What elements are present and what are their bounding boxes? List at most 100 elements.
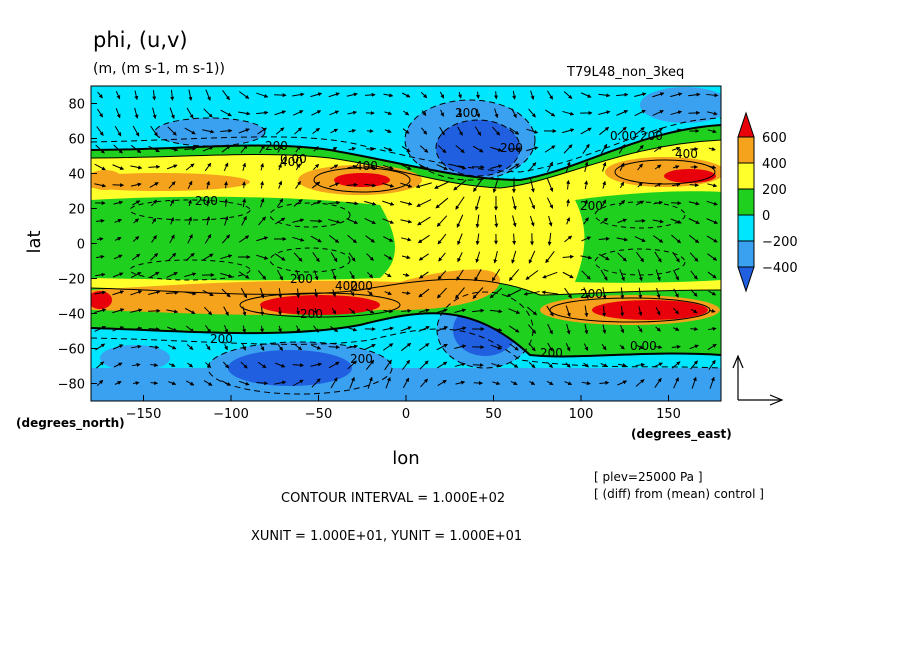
contour-label: 400 (280, 155, 303, 169)
diff-note: [ (diff) from (mean) control ] (594, 487, 764, 501)
reference-vector (732, 354, 784, 406)
wind-vector (654, 251, 662, 263)
wind-vector (112, 326, 125, 332)
wind-vector (240, 144, 248, 154)
wind-vector (707, 343, 717, 351)
wind-vector (313, 325, 319, 333)
chart-units: (m, (m s-1, m s-1)) (93, 61, 225, 77)
wind-vector (366, 271, 374, 279)
wind-vector (274, 110, 287, 116)
wind-vector (221, 145, 231, 153)
wind-vector (296, 325, 300, 333)
wind-vector (256, 381, 269, 386)
wind-vector (637, 182, 643, 188)
wind-vector (242, 325, 247, 334)
y-unit-label: (degrees_north) (16, 416, 125, 431)
wind-vector (545, 251, 555, 264)
wind-vector (348, 252, 356, 262)
wind-vector (296, 307, 300, 316)
south-low-1-core (228, 350, 352, 386)
wind-vector (617, 218, 628, 224)
wind-vector (671, 182, 681, 187)
wind-vector (256, 92, 269, 98)
wind-vector (416, 199, 432, 207)
wind-vector (547, 232, 552, 246)
wind-vector (708, 308, 716, 313)
wind-vector (584, 199, 588, 207)
wind-vector (542, 271, 558, 279)
wind-vector (202, 129, 215, 134)
wind-vector (167, 326, 178, 332)
contour-label: 200 (210, 332, 233, 346)
wind-vector (602, 287, 607, 300)
wind-vector (132, 236, 140, 242)
wind-vector (709, 376, 715, 389)
wind-vector (294, 343, 303, 351)
y-tick-label: 80 (68, 98, 85, 113)
wind-vector (546, 161, 554, 173)
colorbar-lightblue (737, 240, 755, 268)
wind-vector (277, 343, 284, 351)
wind-vector (205, 325, 211, 334)
wind-vector (511, 108, 517, 119)
wind-vector (274, 380, 287, 385)
wind-vector (364, 92, 376, 97)
wind-vector (636, 344, 644, 350)
wind-vector (94, 183, 107, 188)
wind-vector (528, 250, 536, 264)
wind-vector (489, 287, 503, 299)
wind-vector (655, 269, 661, 282)
wind-vector (490, 146, 503, 152)
wind-vector (652, 235, 664, 243)
wind-vector (511, 196, 517, 211)
colorbar-top-arrow (737, 111, 755, 138)
wind-vector (455, 196, 465, 210)
wind-vector (490, 344, 502, 350)
wind-vector (347, 164, 358, 169)
wind-vector (547, 342, 553, 352)
wind-vector (653, 362, 663, 368)
wind-vector (134, 90, 139, 101)
wind-vector (330, 252, 338, 263)
wind-vector (222, 90, 230, 101)
wind-vector (292, 92, 305, 97)
contour-label: 200 (290, 272, 313, 286)
plot-area: 2002004002000.002002004000.0020020020040… (91, 86, 721, 401)
wind-vector (528, 342, 536, 352)
wind-vector (438, 252, 446, 262)
wind-vector (654, 377, 662, 388)
wind-vector (547, 361, 553, 369)
wind-vector (222, 361, 230, 369)
wind-vector (184, 291, 197, 296)
wind-vector (113, 144, 123, 154)
wind-vector (420, 127, 428, 135)
wind-vector (170, 199, 174, 207)
wind-vector (436, 343, 448, 351)
wind-vector (166, 164, 178, 170)
wind-vector (476, 108, 481, 118)
wind-vector (148, 271, 160, 279)
wind-vector (706, 200, 718, 206)
wind-vector (383, 93, 394, 98)
wind-vector (133, 218, 139, 224)
wind-vector (260, 198, 265, 208)
wind-vector (400, 201, 413, 206)
wind-vector (294, 127, 303, 135)
wind-vector (617, 380, 628, 386)
wind-vector (385, 377, 391, 389)
wind-vector (349, 376, 355, 389)
y-tick-label: 20 (68, 203, 85, 218)
contour-eq-2 (269, 247, 351, 273)
wind-vector (509, 127, 520, 135)
wind-vector (473, 178, 483, 192)
contour-label: 400 (335, 279, 358, 293)
wind-vector (348, 147, 357, 151)
wind-vector (223, 162, 229, 172)
y-tick-label: 40 (68, 168, 85, 183)
contour-interval: CONTOUR INTERVAL = 1.000E+02 (281, 491, 505, 506)
wind-vector (565, 161, 571, 173)
x-tick-label: −100 (213, 407, 249, 422)
wind-vector (203, 306, 213, 316)
wind-vector (634, 218, 646, 223)
wind-vector (547, 323, 553, 335)
